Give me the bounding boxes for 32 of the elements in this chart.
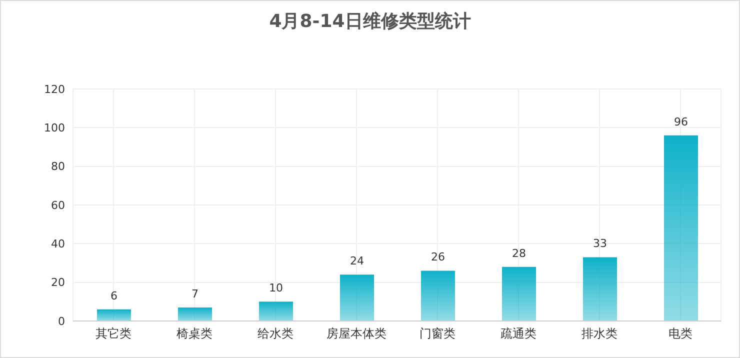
bar [340, 274, 374, 321]
y-tick-label: 40 [51, 238, 65, 251]
x-tick-label: 房屋本体类 [326, 326, 386, 341]
bar [502, 266, 536, 321]
y-tick-label: 20 [51, 276, 65, 290]
bar [421, 270, 455, 321]
bar [583, 257, 617, 321]
bar [259, 302, 293, 321]
x-tick-label: 疏通类 [500, 326, 536, 341]
data-label: 24 [350, 254, 364, 268]
y-tick-label: 100 [44, 122, 65, 135]
data-label: 6 [110, 289, 118, 302]
data-label: 10 [269, 282, 283, 295]
y-tick-label: 0 [58, 314, 65, 328]
data-label: 7 [192, 287, 198, 300]
bar [664, 135, 698, 321]
bar [97, 309, 131, 321]
chart-title: 4月8-14日维修类型统计 [268, 10, 472, 33]
x-tick-label: 其它类 [96, 326, 132, 341]
x-tick-label: 电类 [668, 326, 692, 341]
data-label: 96 [674, 115, 688, 128]
x-tick-label: 门窗类 [420, 326, 456, 341]
bar [178, 307, 212, 321]
x-tick-label: 排水类 [582, 326, 618, 341]
y-tick-label: 60 [51, 198, 65, 212]
y-tick-label: 80 [51, 160, 65, 174]
data-label: 28 [512, 246, 526, 260]
x-tick-label: 给水类 [258, 326, 294, 341]
x-tick-label: 椅桌类 [176, 326, 212, 341]
data-label: 33 [593, 237, 607, 250]
y-tick-label: 120 [44, 82, 65, 96]
data-label: 26 [431, 250, 445, 264]
